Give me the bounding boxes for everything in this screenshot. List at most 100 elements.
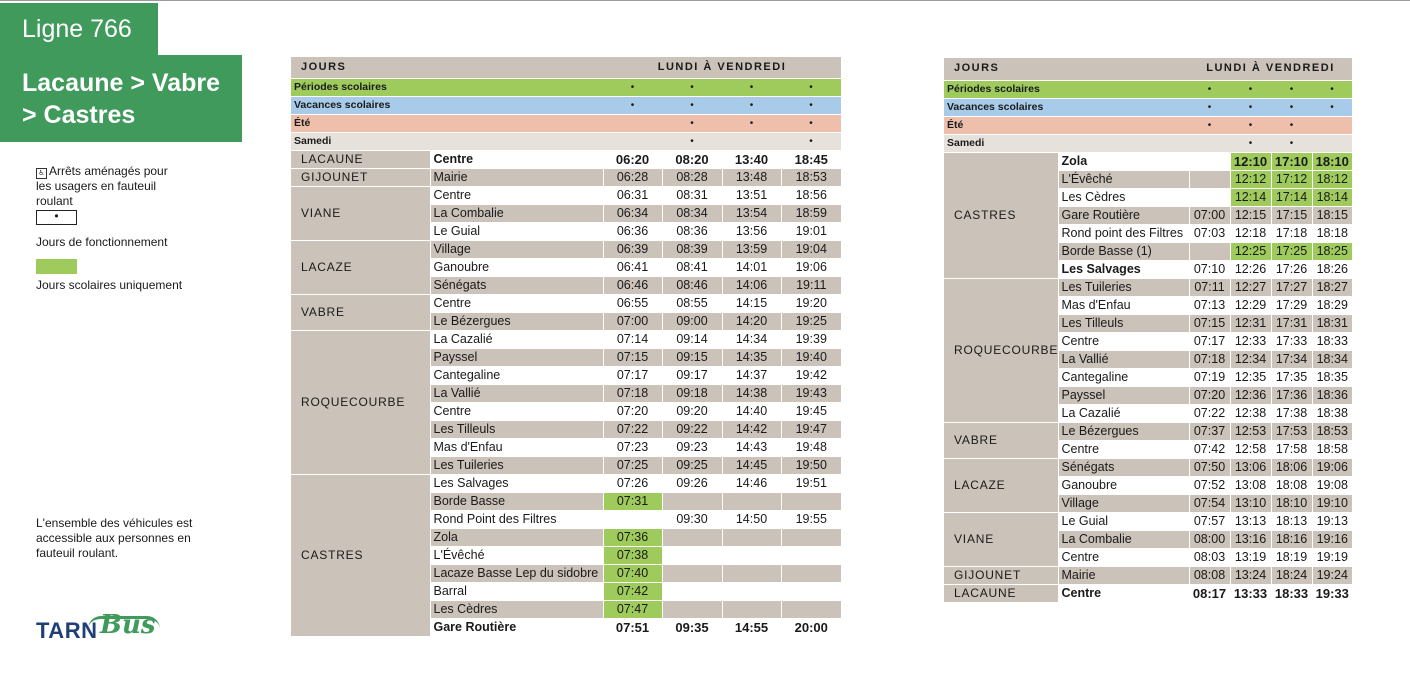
departure-time: 19:33 [1311,584,1353,603]
departure-time: 14:43 [721,438,781,457]
stop-name: Village [430,240,603,259]
stop-name: Payssel [430,348,603,367]
town-name: LACAZE [944,458,1059,513]
period-row: Périodes scolaires • • • • [291,78,842,97]
departure-time: 18:35 [1311,368,1353,387]
departure-time: 19:42 [780,366,842,385]
departure-time: 17:26 [1270,260,1312,279]
stop-row: Les Salvages 07:10 12:26 17:26 18:26 [944,260,1353,279]
period-dot: • [722,96,781,115]
stop-name: Rond point des Filtres [1058,224,1189,243]
departure-time: 17:31 [1270,314,1312,333]
stop-name: Le Bézergues [430,312,603,331]
departure-time: 19:20 [780,294,842,313]
departure-time: 06:20 [602,150,662,169]
departure-time: 18:06 [1270,458,1312,477]
stop-row: Village 07:54 13:10 18:10 19:10 [944,494,1353,513]
departure-time: 19:11 [780,276,842,295]
stop-row: Rond Point des Filtres 09:30 14:50 19:55 [291,510,842,529]
stop-name: Ganoubre [430,258,603,277]
stop-row: LACAZE Sénégats 07:50 13:06 18:06 19:06 [944,458,1353,513]
tarnbus-logo: TARN Bus [36,610,166,650]
departure-time: 17:14 [1270,188,1312,207]
departure-time [661,564,722,583]
departure-time: 13:48 [721,168,781,187]
departure-time: 17:38 [1270,404,1312,423]
departure-time: 17:58 [1270,440,1312,459]
town-name: VIANE [291,186,431,241]
legend-accessible-text: Arrêts aménagés pour les usagers en faut… [36,164,168,208]
stop-row: Cantegaline 07:17 09:17 14:37 19:42 [291,366,842,385]
jours-header: JOURS [944,58,1189,81]
line-number-badge: Ligne 766 [0,3,158,55]
stop-row: Mas d'Enfau 07:13 12:29 17:29 18:29 [944,296,1353,315]
stop-name: Les Salvages [430,474,603,493]
departure-time: 12:36 [1229,386,1271,405]
departure-time: 18:08 [1270,476,1312,495]
stop-name: Village [1058,494,1189,513]
departure-time: 17:27 [1270,278,1312,297]
departure-time: 08:55 [661,294,722,313]
departure-time: 18:24 [1270,566,1312,585]
period-dot [603,114,662,133]
stop-name: Les Salvages [1058,260,1189,279]
departure-time: 07:00 [1188,206,1230,225]
departure-time: 13:40 [721,150,781,169]
departure-time: 12:34 [1229,350,1271,369]
departure-time: 19:24 [1311,566,1353,585]
departure-time: 17:34 [1270,350,1312,369]
period-dot: • [662,132,722,151]
departure-time: 07:13 [1188,296,1230,315]
period-row: Samedi • • [944,134,1353,153]
stop-name: Ganoubre [1058,476,1189,495]
departure-time [721,582,781,601]
departure-time [602,510,662,529]
stop-row: Barral 07:42 [291,582,842,601]
departure-time: 08:03 [1188,548,1230,567]
departure-time: 12:18 [1229,224,1271,243]
departure-time: 19:45 [780,402,842,421]
period-dot: • [662,78,722,97]
stop-name: Barral [430,582,603,601]
days-header: LUNDI À VENDREDI [603,57,842,79]
departure-time: 12:29 [1229,296,1271,315]
stop-row: Rond point des Filtres 07:03 12:18 17:18 18:… [944,224,1353,243]
departure-time: 13:08 [1229,476,1271,495]
stop-row: Le Bézergues 07:00 09:00 14:20 19:25 [291,312,842,331]
stop-name: Les Cèdres [1058,188,1189,207]
departure-time: 18:31 [1311,314,1353,333]
departure-time: 06:31 [602,186,662,205]
stop-row: GIJOUNET Mairie 08:08 13:24 18:24 19:24 [944,566,1353,585]
period-dot: • [781,96,842,115]
period-dot: • [781,78,842,97]
departure-time: 07:57 [1188,512,1230,531]
period-dot: • [603,96,662,115]
stop-row: VIANE Le Guial 07:57 13:13 18:13 19:13 [944,512,1353,567]
departure-time [780,546,842,565]
departure-time: 19:43 [780,384,842,403]
stop-name: La Combalie [430,204,603,223]
period-dot: • [1271,134,1312,153]
period-row: Été • • • [291,114,842,133]
departure-time: 20:00 [780,618,842,637]
departure-time [661,600,722,619]
departure-time: 17:25 [1270,242,1312,261]
departure-time: 18:59 [780,204,842,223]
departure-time: 13:56 [721,222,781,241]
departure-time: 18:33 [1270,584,1312,603]
departure-time: 09:22 [661,420,722,439]
departure-time: 08:46 [661,276,722,295]
departure-time: 19:50 [780,456,842,475]
town-name: VABRE [944,422,1059,459]
stop-row: Payssel 07:20 12:36 17:36 18:36 [944,386,1353,405]
departure-time: 19:47 [780,420,842,439]
period-label: Périodes scolaires [291,78,603,97]
period-dot: • [1271,80,1312,99]
stop-name: Les Tilleuls [1058,314,1189,333]
departure-time: 07:22 [1188,404,1230,423]
departure-time: 12:33 [1229,332,1271,351]
departure-time: 07:03 [1188,224,1230,243]
route-title-line-2: > Castres [22,101,136,129]
departure-time: 07:42 [602,582,662,601]
period-dot: • [1189,116,1230,135]
